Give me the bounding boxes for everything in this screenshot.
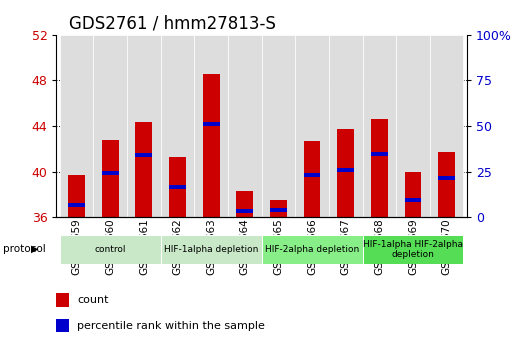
Text: protocol: protocol bbox=[3, 244, 45, 254]
Bar bbox=[203, 75, 220, 217]
FancyBboxPatch shape bbox=[194, 34, 228, 217]
Bar bbox=[56, 293, 69, 307]
Text: HIF-1alpha HIF-2alpha
depletion: HIF-1alpha HIF-2alpha depletion bbox=[363, 239, 463, 259]
FancyBboxPatch shape bbox=[262, 34, 295, 217]
Bar bbox=[161, 235, 262, 264]
Bar bbox=[338, 129, 354, 217]
Bar bbox=[363, 235, 463, 264]
Bar bbox=[102, 140, 119, 217]
Bar bbox=[304, 173, 321, 177]
Bar bbox=[371, 119, 388, 217]
Bar bbox=[270, 200, 287, 217]
FancyBboxPatch shape bbox=[161, 34, 194, 217]
Text: percentile rank within the sample: percentile rank within the sample bbox=[77, 321, 265, 331]
Text: control: control bbox=[94, 245, 126, 254]
Text: GDS2761 / hmm27813-S: GDS2761 / hmm27813-S bbox=[69, 15, 275, 33]
Bar bbox=[102, 171, 119, 175]
Bar bbox=[68, 175, 85, 217]
Bar bbox=[270, 208, 287, 211]
Text: HIF-2alpha depletion: HIF-2alpha depletion bbox=[265, 245, 359, 254]
FancyBboxPatch shape bbox=[228, 34, 262, 217]
Bar bbox=[68, 203, 85, 207]
Bar bbox=[405, 198, 421, 203]
FancyBboxPatch shape bbox=[363, 34, 396, 217]
Bar bbox=[60, 235, 161, 264]
Bar bbox=[169, 185, 186, 189]
FancyBboxPatch shape bbox=[127, 34, 161, 217]
FancyBboxPatch shape bbox=[60, 34, 93, 217]
FancyBboxPatch shape bbox=[329, 34, 363, 217]
Bar bbox=[203, 122, 220, 126]
Bar bbox=[438, 176, 455, 180]
Bar bbox=[371, 152, 388, 156]
Bar bbox=[262, 235, 363, 264]
Text: count: count bbox=[77, 295, 108, 305]
Bar bbox=[169, 157, 186, 217]
FancyBboxPatch shape bbox=[295, 34, 329, 217]
Bar bbox=[338, 168, 354, 171]
FancyBboxPatch shape bbox=[430, 34, 463, 217]
Bar bbox=[135, 153, 152, 157]
Bar bbox=[438, 152, 455, 217]
Bar bbox=[236, 191, 253, 217]
Bar bbox=[236, 209, 253, 213]
FancyBboxPatch shape bbox=[396, 34, 430, 217]
Bar bbox=[405, 172, 421, 217]
FancyBboxPatch shape bbox=[93, 34, 127, 217]
Bar bbox=[56, 319, 69, 332]
Text: HIF-1alpha depletion: HIF-1alpha depletion bbox=[164, 245, 259, 254]
Bar bbox=[304, 141, 321, 217]
Bar bbox=[135, 122, 152, 217]
Text: ▶: ▶ bbox=[31, 244, 38, 254]
